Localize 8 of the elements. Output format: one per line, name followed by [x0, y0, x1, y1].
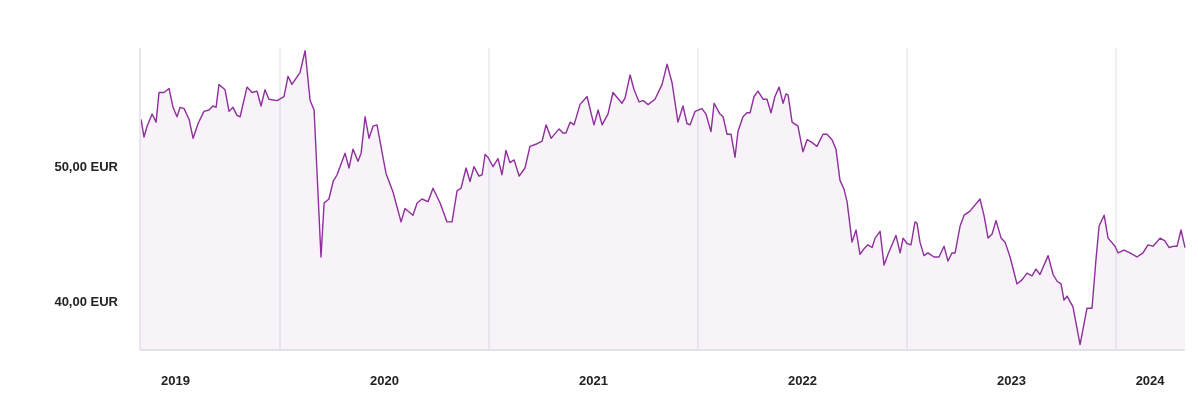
x-tick-label: 2022 — [788, 373, 817, 388]
x-tick-label: 2020 — [370, 373, 399, 388]
x-tick-label: 2024 — [1135, 373, 1166, 388]
x-tick-label: 2023 — [997, 373, 1026, 388]
y-tick-label: 40,00 EUR — [54, 294, 119, 310]
x-tick-label: 2019 — [161, 373, 190, 388]
y-tick-label: 50,00 EUR — [54, 159, 119, 175]
x-tick-label: 2021 — [579, 373, 608, 388]
